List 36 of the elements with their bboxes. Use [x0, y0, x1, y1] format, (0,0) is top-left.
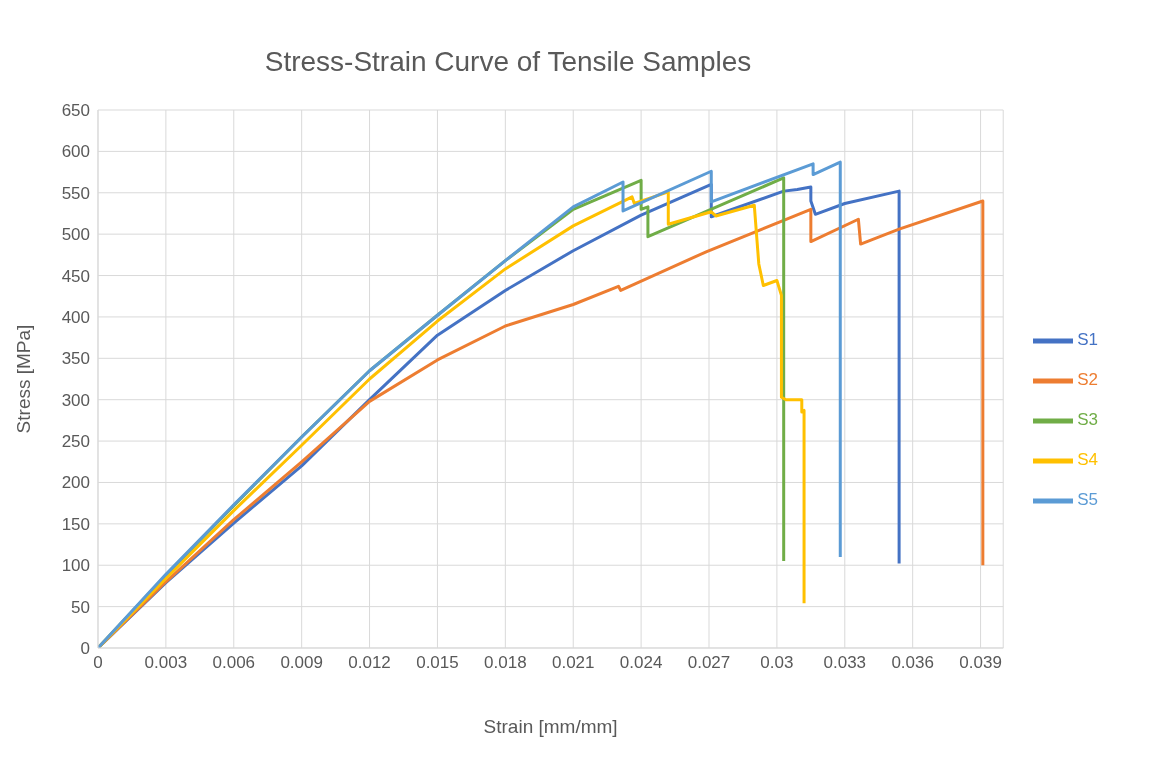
x-tick-label: 0.024	[619, 653, 663, 673]
x-tick-label: 0.036	[891, 653, 934, 673]
y-tick-label: 250	[61, 432, 90, 452]
legend-label: S1	[1077, 329, 1098, 349]
y-axis-title: Stress [MPa]	[12, 324, 34, 434]
y-tick-label: 450	[61, 266, 90, 286]
y-tick-label: 400	[61, 307, 90, 327]
y-tick-label: 600	[61, 142, 90, 162]
y-tick-label: 150	[61, 514, 90, 534]
legend-label: S4	[1077, 449, 1098, 469]
y-tick-label: 500	[61, 225, 90, 245]
x-tick-label: 0.033	[823, 653, 867, 673]
x-tick-label: 0.03	[760, 653, 794, 673]
chart-title: Stress-Strain Curve of Tensile Samples	[263, 46, 753, 78]
x-tick-label: 0.006	[212, 653, 256, 673]
legend-label: S5	[1077, 489, 1098, 509]
legend-label: S3	[1077, 409, 1098, 429]
x-tick-label: 0.003	[144, 653, 188, 673]
x-tick-label: 0.009	[280, 653, 323, 673]
x-tick-label: 0.015	[416, 653, 459, 673]
y-tick-label: 200	[61, 473, 90, 493]
x-tick-label: 0.012	[348, 653, 391, 673]
x-tick-label: 0.018	[484, 653, 527, 673]
y-tick-label: 0	[80, 639, 90, 659]
x-axis-title: Strain [mm/mm]	[483, 716, 618, 737]
y-tick-label: 350	[61, 349, 90, 369]
y-tick-label: 650	[61, 101, 90, 121]
x-tick-label: 0.021	[551, 653, 595, 673]
y-tick-label: 50	[71, 597, 90, 617]
x-tick-label: 0.027	[687, 653, 731, 673]
legend-label: S2	[1077, 369, 1098, 389]
x-tick-label: 0.039	[959, 653, 1002, 673]
x-tick-label: 0	[93, 653, 103, 673]
y-tick-label: 100	[61, 556, 90, 576]
y-tick-label: 300	[61, 390, 90, 410]
y-tick-label: 550	[61, 183, 90, 203]
